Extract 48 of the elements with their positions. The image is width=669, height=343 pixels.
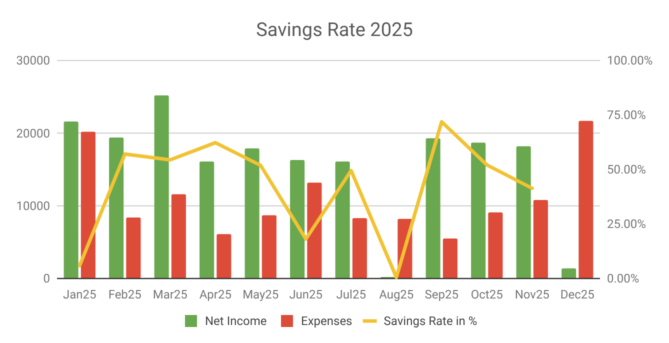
bar	[126, 217, 141, 278]
y-tick-label: 10000	[16, 199, 50, 214]
y2-tick-label: 0.00%	[607, 272, 640, 286]
y2-tick-label: 100.00%	[607, 54, 653, 68]
bar	[562, 268, 576, 278]
legend-label: Net Income	[205, 314, 267, 328]
legend-label: Savings Rate in %	[384, 314, 478, 328]
bar	[516, 146, 531, 278]
bar	[335, 162, 350, 278]
y-tick-label: 0	[43, 272, 50, 286]
bar	[578, 120, 594, 278]
y-tick-label: 20000	[16, 126, 50, 140]
chart-title: Savings Rate 2025	[256, 18, 413, 41]
bar	[442, 238, 458, 278]
bar	[64, 122, 78, 278]
bar	[80, 132, 96, 278]
x-tick-label: Jan25	[62, 288, 97, 302]
x-tick-label: Jun25	[289, 288, 323, 302]
bar	[244, 148, 260, 278]
x-tick-label: Jul25	[336, 288, 366, 302]
y-tick-label: 30000	[16, 54, 50, 68]
x-tick-label: Sep25	[424, 288, 459, 302]
x-tick-label: Feb25	[108, 288, 142, 302]
bar	[352, 218, 367, 278]
bar	[171, 194, 186, 278]
bar	[488, 212, 503, 278]
x-tick-label: Dec25	[560, 288, 595, 302]
x-tick-label: Aug25	[379, 288, 414, 302]
x-tick-label: Mar25	[152, 288, 188, 302]
y2-tick-label: 75.00%	[607, 108, 646, 122]
x-tick-label: Nov25	[514, 288, 550, 302]
line-series	[78, 120, 534, 280]
x-tick-label: Apr25	[199, 288, 232, 302]
y2-tick-label: 25.00%	[607, 217, 646, 232]
bar	[200, 162, 214, 278]
x-tick-label: May25	[242, 288, 279, 302]
x-tick-label: Oct25	[470, 288, 504, 302]
bar	[216, 234, 232, 278]
bar	[471, 142, 486, 278]
bar	[426, 138, 440, 278]
bar	[109, 138, 124, 278]
legend-label: Expenses	[301, 314, 352, 328]
bar	[262, 215, 276, 278]
bar	[154, 95, 169, 278]
bar	[533, 200, 548, 278]
bar	[290, 160, 305, 278]
bar	[307, 182, 322, 278]
y2-tick-label: 50.00%	[607, 162, 646, 177]
